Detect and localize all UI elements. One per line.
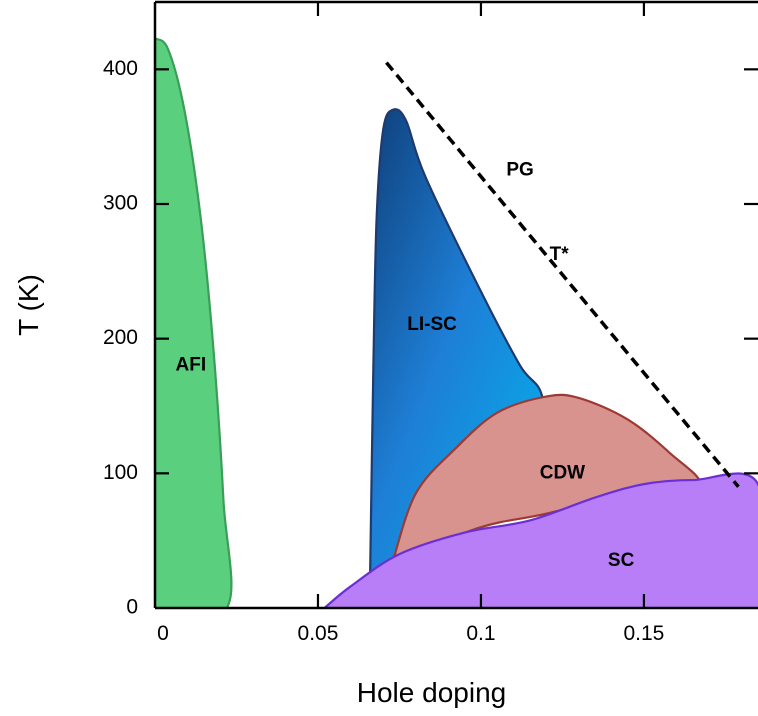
y-axis-label: T (K)	[13, 274, 44, 336]
region-label-sc: SC	[608, 550, 635, 571]
x-tick-label: 0	[157, 622, 169, 645]
y-tick-label: 100	[103, 461, 138, 484]
region-label-afi: AFI	[176, 355, 207, 376]
region-label-li-sc: LI-SC	[407, 314, 457, 335]
regions-layer	[155, 37, 758, 608]
y-tick-label: 300	[103, 192, 138, 215]
annotation-pg: PG	[506, 159, 533, 180]
line-tstar	[385, 61, 740, 488]
y-tick-label: 0	[126, 596, 138, 619]
region-sc	[323, 472, 758, 608]
x-tick-label: 0.05	[298, 622, 339, 645]
line-label-tstar: T*	[550, 244, 570, 265]
region-afi	[155, 37, 233, 608]
y-tick-label: 400	[103, 57, 138, 80]
lines-layer	[385, 61, 740, 488]
region-label-cdw: CDW	[540, 462, 585, 483]
x-axis-label: Hole doping	[357, 677, 506, 708]
x-tick-label: 0.1	[466, 622, 495, 645]
region-cdw	[391, 393, 701, 562]
axes-layer: 0 100 200 300 400 0 0.05 0.1 0.15 Hole doping T (K…	[13, 0, 758, 708]
labels-layer: AFI LI-SC CDW SC T* PG	[176, 159, 635, 571]
y-tick-label: 200	[103, 326, 138, 349]
x-tick-label: 0.15	[623, 622, 664, 645]
